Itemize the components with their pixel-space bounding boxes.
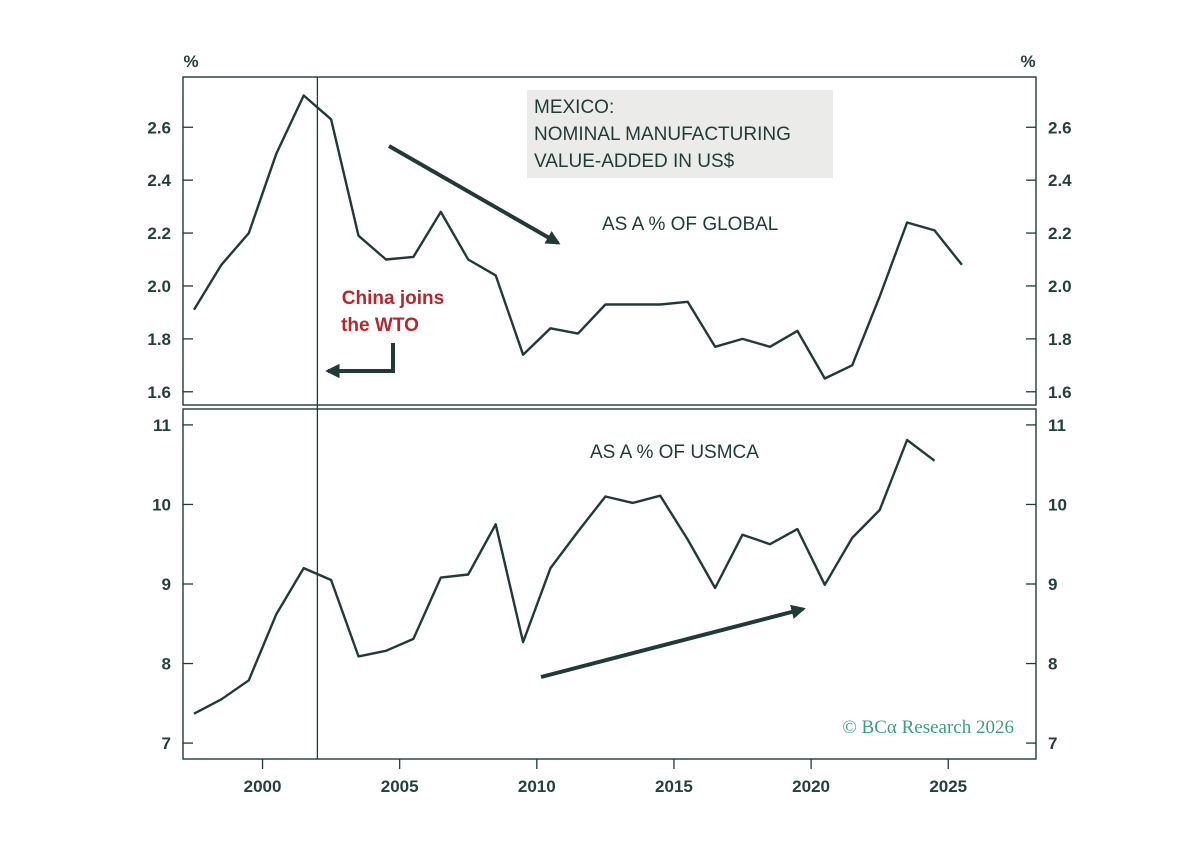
top-trend-arrow [388,144,561,245]
bottom-left-tick-label: 7 [162,734,171,753]
top-right-tick-label: 2.6 [1048,118,1072,137]
x-axis: 2000 2005 2010 2015 2020 2025 [244,759,967,796]
top-left-tick-label: 2.0 [147,277,171,296]
top-right-unit-label: % [1020,52,1035,71]
bottom-left-tick-label: 9 [162,575,171,594]
top-left-tick-label: 1.6 [147,383,171,402]
top-right-tick-label: 1.8 [1048,330,1072,349]
x-tick-label: 2025 [929,777,967,796]
top-left-tick-label: 2.4 [147,171,171,190]
x-tick-label: 2000 [244,777,282,796]
chart-title-box: MEXICO: NOMINAL MANUFACTURING VALUE-ADDE… [527,90,833,178]
chart-title-line-2: NOMINAL MANUFACTURING [534,124,791,145]
bottom-panel-ticks: 7 7 8 8 9 9 10 10 11 11 [152,416,1067,753]
bottom-left-tick-label: 11 [153,416,171,435]
bottom-right-tick-label: 9 [1048,575,1057,594]
wto-annotation-line-2: the WTO [341,315,419,336]
chart-title-line-3: VALUE-ADDED IN US$ [534,151,735,172]
top-left-tick-label: 2.6 [147,118,171,137]
bca-credit: © BCα Research 2026 [842,717,1014,738]
bottom-right-tick-label: 10 [1048,495,1067,514]
top-panel-frame [182,76,1037,406]
wto-annotation-line-1: China joins [342,288,444,309]
x-tick-label: 2020 [792,777,830,796]
chart-title-line-1: MEXICO: [534,97,614,118]
top-panel-ticks: 1.6 1.6 1.8 1.8 2.0 2.0 2.2 2.2 2.4 2.4 2.6 2.6 [147,118,1072,402]
bottom-panel-label: AS A % OF USMCA [590,442,759,463]
bottom-left-tick-label: 8 [162,655,171,674]
top-right-tick-label: 2.4 [1048,171,1072,190]
x-tick-label: 2015 [655,777,693,796]
bottom-left-tick-label: 10 [152,495,171,514]
top-panel-label: AS A % OF GLOBAL [602,214,778,235]
top-series-line [192,94,963,380]
bottom-right-tick-label: 8 [1048,655,1057,674]
top-left-tick-label: 1.8 [147,330,171,349]
top-left-tick-label: 2.2 [147,224,171,243]
bottom-right-tick-label: 7 [1048,734,1057,753]
bottom-right-tick-label: 11 [1048,416,1066,435]
x-tick-label: 2005 [381,777,419,796]
x-tick-label: 2010 [518,777,556,796]
top-left-unit-label: % [183,52,198,71]
top-right-tick-label: 2.0 [1048,277,1072,296]
title-box-background [527,90,833,178]
top-right-tick-label: 2.2 [1048,224,1072,243]
wto-annotation: China joins the WTO [325,288,444,379]
wto-annotation-arrow [325,343,395,379]
bottom-trend-arrow [540,604,806,679]
top-right-tick-label: 1.6 [1048,383,1072,402]
